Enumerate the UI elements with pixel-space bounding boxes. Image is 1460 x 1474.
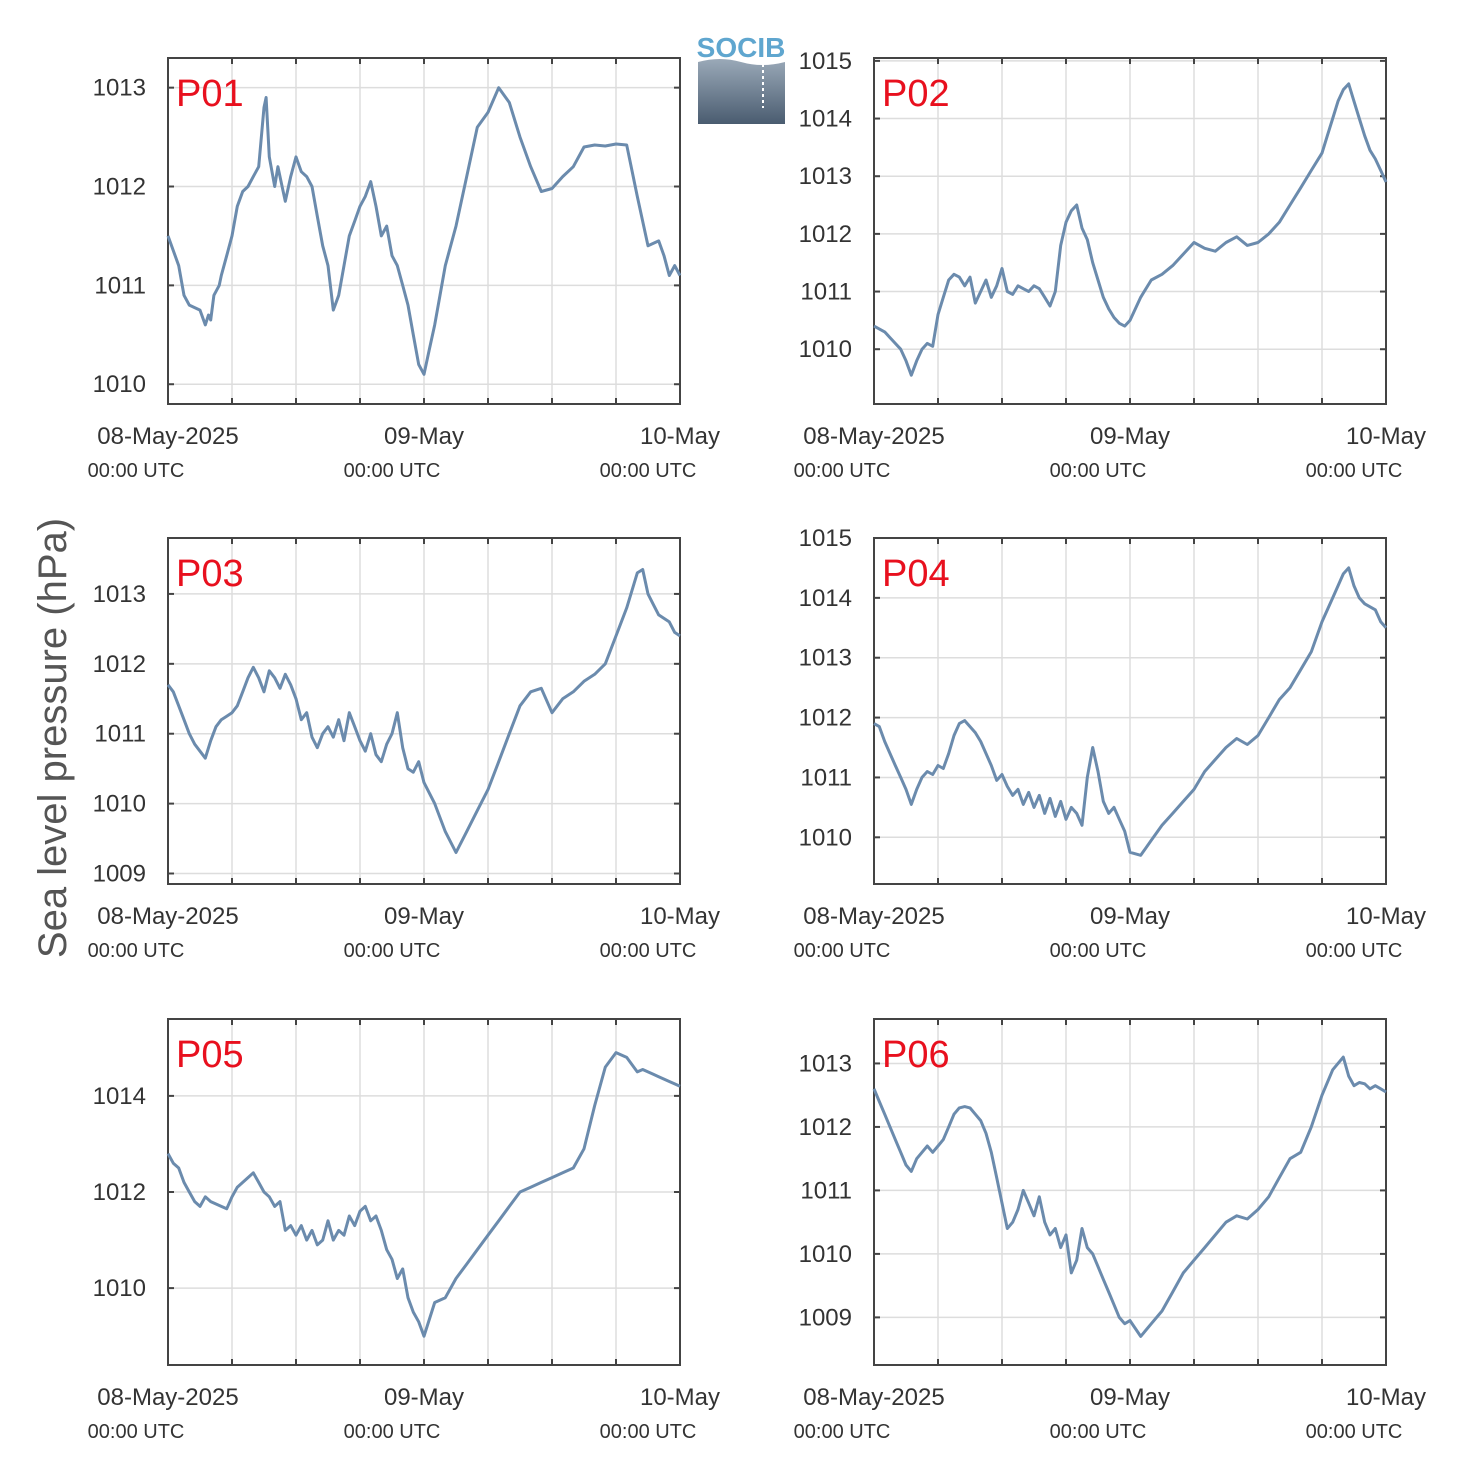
y-tick-label: 1014: [799, 106, 852, 133]
x-tick-sublabel: 00:00 UTC: [600, 940, 697, 962]
y-tick-label: 1013: [93, 581, 146, 608]
series-line: [873, 566, 1388, 857]
panel-p02: 1010 1011 1012 1013 1014 1015 08-May-2025 00:00…: [794, 48, 1426, 482]
y-tick-label: 1014: [799, 585, 852, 612]
panel-label: P02: [882, 73, 950, 115]
x-tick-sublabel: 00:00 UTC: [344, 460, 441, 482]
panel-p03: 1009 1010 1011 1012 1013 08-May-2025 00:00 UTC…: [88, 537, 720, 962]
x-tick-label: 09-May: [384, 1384, 464, 1411]
panel-p04: 1010 1011 1012 1013 1014 1015 08-May-2025 00:00…: [794, 525, 1426, 962]
socib-logo: SOCIB: [697, 32, 786, 124]
y-tick-label: 1010: [799, 824, 852, 851]
y-tick-label: 1011: [800, 1177, 852, 1204]
x-tick-sublabel: 00:00 UTC: [1050, 1421, 1147, 1443]
y-tick-label: 1011: [800, 279, 852, 306]
x-tick-label: 08-May-2025: [803, 1384, 944, 1411]
x-tick-label: 10-May: [640, 1384, 720, 1411]
y-tick-label: 1012: [93, 651, 146, 678]
x-tick-label: 08-May-2025: [803, 903, 944, 930]
x-tick-sublabel: 00:00 UTC: [1050, 940, 1147, 962]
y-tick-label: 1013: [799, 163, 852, 190]
x-tick-label: 09-May: [384, 423, 464, 450]
series-line: [166, 568, 681, 854]
y-tick-label: 1013: [799, 1050, 852, 1077]
x-tick-label: 10-May: [1346, 903, 1426, 930]
x-tick-label: 08-May-2025: [97, 1384, 238, 1411]
x-tick-label: 10-May: [1346, 423, 1426, 450]
x-tick-label: 09-May: [1090, 903, 1170, 930]
y-tick-label: 1010: [93, 371, 146, 398]
x-tick-sublabel: 00:00 UTC: [88, 940, 185, 962]
y-tick-label: 1015: [799, 48, 852, 75]
y-tick-label: 1010: [93, 791, 146, 818]
x-tick-sublabel: 00:00 UTC: [344, 1421, 441, 1443]
x-tick-sublabel: 00:00 UTC: [600, 1421, 697, 1443]
x-tick-label: 09-May: [1090, 1384, 1170, 1411]
y-tick-label: 1012: [799, 705, 852, 732]
y-tick-label: 1010: [93, 1275, 146, 1302]
x-tick-sublabel: 00:00 UTC: [794, 1421, 891, 1443]
series-line: [873, 82, 1388, 377]
logo-wave: [698, 59, 785, 124]
x-tick-sublabel: 00:00 UTC: [600, 460, 697, 482]
y-tick-label: 1012: [799, 1114, 852, 1141]
x-tick-sublabel: 00:00 UTC: [1050, 460, 1147, 482]
panel-label: P03: [176, 553, 244, 595]
panel-label: P01: [176, 73, 244, 115]
y-tick-label: 1012: [93, 174, 146, 201]
x-tick-label: 10-May: [640, 903, 720, 930]
x-tick-sublabel: 00:00 UTC: [1306, 940, 1403, 962]
x-tick-sublabel: 00:00 UTC: [794, 460, 891, 482]
panel-p06: 1009 1010 1011 1012 1013 08-May-2025 00:00 UTC…: [794, 1018, 1426, 1443]
series-line: [166, 1051, 681, 1338]
x-tick-sublabel: 00:00 UTC: [88, 1421, 185, 1443]
y-tick-label: 1009: [799, 1304, 852, 1331]
y-tick-label: 1012: [93, 1179, 146, 1206]
y-tick-label: 1013: [799, 645, 852, 672]
y-tick-label: 1010: [799, 1241, 852, 1268]
x-tick-label: 10-May: [640, 423, 720, 450]
series-line: [872, 1055, 1387, 1338]
x-tick-label: 08-May-2025: [803, 423, 944, 450]
y-tick-label: 1010: [799, 336, 852, 363]
y-tick-label: 1014: [93, 1083, 146, 1110]
x-tick-sublabel: 00:00 UTC: [794, 940, 891, 962]
y-tick-label: 1015: [799, 525, 852, 552]
x-tick-sublabel: 00:00 UTC: [88, 460, 185, 482]
y-tick-label: 1009: [93, 861, 146, 888]
x-tick-sublabel: 00:00 UTC: [1306, 460, 1403, 482]
logo-text: SOCIB: [697, 32, 786, 63]
y-tick-label: 1013: [93, 75, 146, 102]
y-tick-label: 1011: [94, 272, 146, 299]
y-tick-label: 1011: [94, 721, 146, 748]
panel-p05: 1010 1012 1014 08-May-2025 00:00 UTC 09-May 00…: [88, 1018, 720, 1443]
x-tick-label: 08-May-2025: [97, 423, 238, 450]
x-tick-sublabel: 00:00 UTC: [1306, 1421, 1403, 1443]
x-tick-label: 09-May: [384, 903, 464, 930]
y-axis-label: Sea level pressure (hPa): [31, 518, 75, 958]
y-tick-label: 1011: [800, 764, 852, 791]
series-line: [166, 86, 682, 376]
x-tick-label: 10-May: [1346, 1384, 1426, 1411]
panel-label: P05: [176, 1034, 244, 1076]
y-tick-label: 1012: [799, 221, 852, 248]
x-tick-sublabel: 00:00 UTC: [344, 940, 441, 962]
x-tick-label: 09-May: [1090, 423, 1170, 450]
x-tick-label: 08-May-2025: [97, 903, 238, 930]
panel-label: P04: [882, 553, 950, 595]
panel-p01: 1010 1011 1012 1013 08-May-2025 00:00 UTC 09-M…: [88, 57, 720, 482]
panel-label: P06: [882, 1034, 950, 1076]
